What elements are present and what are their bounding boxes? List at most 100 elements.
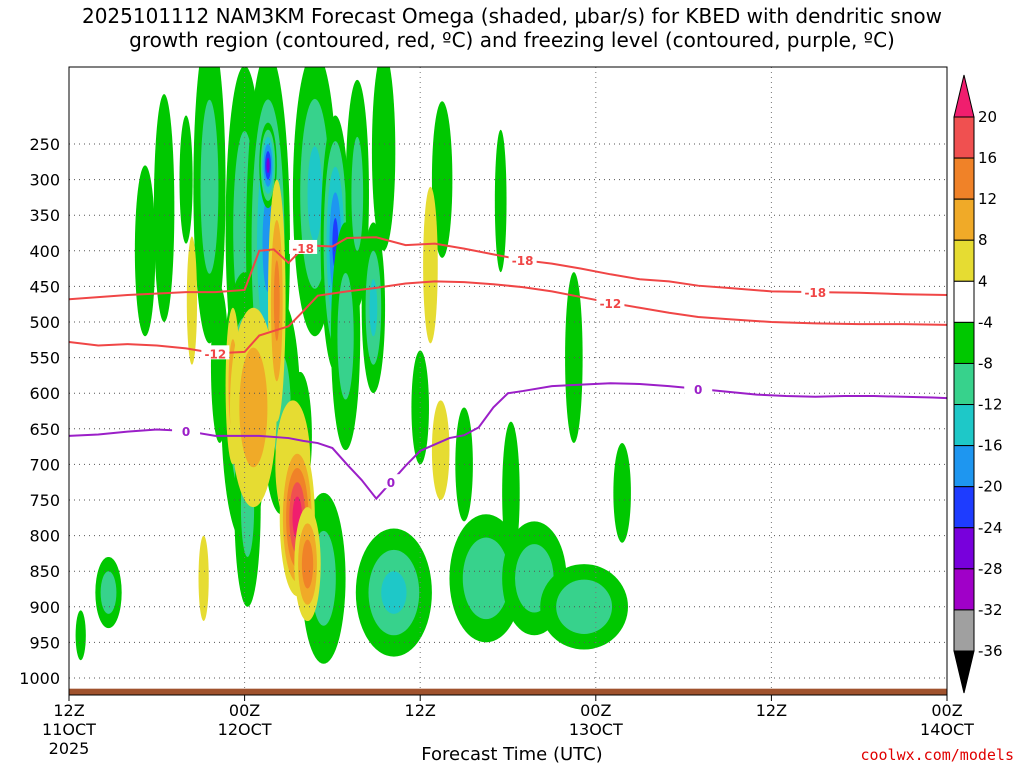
omega-region-17-level-1: [337, 272, 354, 400]
omega-region-14-level-2: [307, 146, 323, 242]
omega-region-40-level-0: [423, 186, 438, 344]
y-tick-950: 950: [29, 633, 60, 652]
omega-region-4-level-0: [179, 115, 193, 244]
isotherm-minus18-label-2: -18: [804, 286, 826, 300]
omega-region-41-level-0: [431, 400, 450, 500]
y-tick-550: 550: [29, 349, 60, 368]
x-axis-label: Forecast Time (UTC): [421, 744, 603, 765]
freezing-level-label-0: 0: [182, 425, 190, 439]
isotherm-minus12-label-1: -12: [600, 297, 622, 311]
colorbar-label-3: 8: [978, 231, 988, 249]
freezing-level: [69, 382, 947, 501]
y-tick-300: 300: [29, 171, 60, 190]
colorbar-top-arrow: [953, 74, 975, 118]
colorbar-segment-12: [953, 609, 975, 652]
omega-region-18-level-1: [351, 136, 364, 251]
x-tick-label1-12: 00Z: [229, 701, 260, 720]
freezing-level-label-bg-1: [376, 474, 405, 489]
omega-region-20-level-0: [371, 67, 396, 251]
y-tick-450: 450: [29, 277, 60, 296]
colorbar-segment-9: [953, 486, 975, 529]
omega-region-36-level-2: [273, 260, 280, 341]
colorbar-label-8: -16: [978, 437, 1003, 455]
colorbar-label-5: -4: [978, 313, 993, 331]
isotherm-minus18-label-bg-1: [508, 252, 537, 267]
omega-region-19-level-2: [369, 279, 378, 337]
colorbar-segment-5: [953, 321, 975, 364]
chart-title-line2: growth region (contoured, red, ºC) and f…: [129, 28, 895, 52]
y-tick-750: 750: [29, 491, 60, 510]
omega-region-23-level-0: [431, 101, 453, 258]
y-tick-650: 650: [29, 420, 60, 439]
colorbar-segment-10: [953, 527, 975, 570]
colorbar-segment-1: [953, 157, 975, 200]
omega-region-26-level-0: [494, 129, 507, 273]
freezing-level-label-1: 0: [387, 476, 395, 490]
x-tick-label2-60: 14OCT: [920, 720, 974, 739]
colorbar-label-13: -36: [978, 642, 1003, 660]
colorbar-label-4: 4: [978, 272, 988, 290]
x-tick-label3-0: 2025: [49, 739, 90, 758]
isotherm-minus18-label-1: -18: [512, 254, 534, 268]
omega-region-33-level-0: [198, 535, 209, 622]
y-tick-1000: 1000: [19, 669, 60, 688]
x-tick-label1-24: 12Z: [405, 701, 436, 720]
ground-fill: [69, 688, 947, 695]
isotherm-minus12-label-0: -12: [204, 347, 226, 361]
colorbar-label-0: 20: [978, 108, 997, 126]
y-tick-850: 850: [29, 562, 60, 581]
omega-region-29-level-0: [565, 272, 583, 444]
colorbar-segment-3: [953, 239, 975, 282]
omega-region-27-level-0: [502, 421, 520, 565]
isotherm-minus18-label-bg-0: [289, 239, 318, 254]
isotherm-minus12-label-bg-1: [596, 294, 625, 309]
x-tick-label1-48: 12Z: [756, 701, 787, 720]
y-tick-800: 800: [29, 527, 60, 546]
y-tick-400: 400: [29, 242, 60, 261]
colorbar-segment-8: [953, 445, 975, 488]
x-tick-label2-12: 12OCT: [218, 720, 272, 739]
colorbar-label-7: -12: [978, 396, 1003, 414]
colorbar-label-11: -28: [978, 560, 1003, 578]
omega-region-5-level-1: [200, 99, 219, 274]
x-tick-label1-36: 00Z: [580, 701, 611, 720]
isotherm-minus18: [69, 236, 947, 301]
colorbar-label-9: -20: [978, 478, 1003, 496]
omega-region-35-level-1: [239, 347, 268, 468]
colorbar-segment-6: [953, 362, 975, 406]
colorbar-segment-11: [953, 568, 975, 611]
y-tick-900: 900: [29, 598, 60, 617]
colorbar-label-1: 16: [978, 149, 997, 167]
x-tick-label2-36: 13OCT: [569, 720, 623, 739]
colorbar-segment-4: [953, 280, 975, 323]
y-tick-250: 250: [29, 135, 60, 154]
omega-region-39-level-2: [301, 539, 314, 589]
omega-region-1-level-1: [100, 571, 117, 614]
y-tick-500: 500: [29, 313, 60, 332]
credit-text: coolwx.com/models: [860, 746, 1014, 764]
isotherm-minus18-label-0: -18: [292, 242, 314, 256]
plot-frame: [68, 66, 948, 696]
colorbar-label-2: 12: [978, 190, 997, 208]
chart-title-line1: 2025101112 NAM3KM Forecast Omega (shaded…: [81, 4, 943, 28]
colorbar-label-6: -8: [978, 354, 993, 372]
omega-region-0-level-0: [75, 610, 86, 661]
colorbar-segment-7: [953, 404, 975, 447]
freezing-level-label-bg-2: [684, 380, 713, 395]
x-tick-label1-60: 00Z: [931, 701, 962, 720]
colorbar-segment-2: [953, 198, 975, 241]
omega-region-21-level-2: [381, 571, 407, 614]
colorbar-segment-0: [953, 116, 975, 159]
isotherm-minus18-label-bg-2: [801, 284, 830, 299]
x-tick-label1-0: 12Z: [53, 701, 84, 720]
chart-title: 2025101112 NAM3KM Forecast Omega (shaded…: [0, 4, 1024, 52]
y-tick-700: 700: [29, 455, 60, 474]
omega-region-3-level-0: [153, 94, 175, 322]
colorbar-label-12: -32: [978, 601, 1003, 619]
omega-region-25-level-1: [462, 537, 510, 620]
y-tick-350: 350: [29, 206, 60, 225]
y-tick-600: 600: [29, 384, 60, 403]
colorbar-label-10: -24: [978, 519, 1003, 537]
omega-region-31-level-0: [613, 443, 631, 543]
